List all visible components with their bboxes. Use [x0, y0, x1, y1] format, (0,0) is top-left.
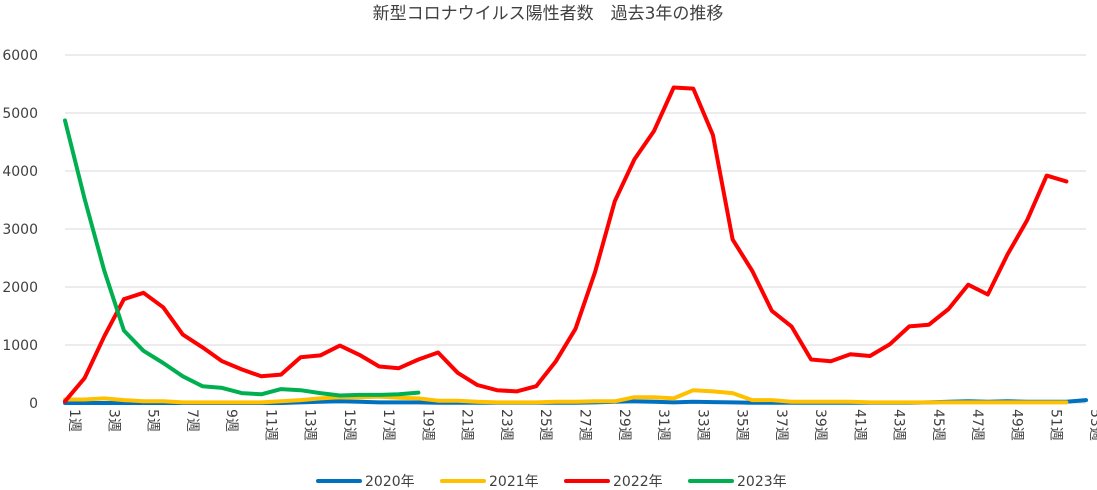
- x-tick-label: 33週: [694, 409, 710, 441]
- chart-title: 新型コロナウイルス陽性者数 過去3年の推移: [373, 4, 724, 24]
- x-tick-label: 5週: [145, 409, 161, 432]
- x-tick-label: 51週: [1048, 409, 1064, 441]
- y-tick-label: 4000: [2, 164, 38, 180]
- x-tick-label: 47週: [969, 409, 985, 441]
- x-tick-label: 1週: [66, 409, 82, 432]
- x-tick-label: 11週: [262, 409, 278, 441]
- x-tick-label: 19週: [419, 409, 435, 441]
- x-tick-label: 29週: [616, 409, 632, 441]
- x-tick-label: 49週: [1008, 409, 1024, 441]
- x-tick-label: 39週: [812, 409, 828, 441]
- x-tick-label: 9週: [223, 409, 239, 432]
- x-tick-label: 31週: [655, 409, 671, 441]
- y-tick-label: 2000: [2, 280, 38, 296]
- x-tick-label: 23週: [498, 409, 514, 441]
- x-tick-label: 41週: [851, 409, 867, 441]
- gridlines: [65, 54, 1086, 404]
- x-tick-label: 3週: [105, 409, 121, 432]
- y-tick-label: 6000: [2, 48, 38, 64]
- x-axis-tick-labels: 1週 3週 5週 7週 9週 11週 13週 15週 17週 19週 21週 23週 25週 27週 29週…: [66, 409, 1097, 441]
- series-line-4: [63, 118, 421, 398]
- series-lines: [63, 85, 1088, 405]
- legend: 2020年 2021年 2022年 2023年: [316, 474, 787, 490]
- y-tick-label: 3000: [2, 222, 38, 238]
- legend-label-1: 2020年: [365, 474, 415, 490]
- y-tick-label: 5000: [2, 106, 38, 122]
- x-tick-label: 13週: [302, 409, 318, 441]
- x-tick-label: 27週: [577, 409, 593, 441]
- x-tick-label: 43週: [891, 409, 907, 441]
- x-tick-label: 35週: [734, 409, 750, 441]
- x-tick-label: 37週: [773, 409, 789, 441]
- y-axis-tick-labels: 0 1000 2000 3000 4000 5000 6000: [2, 48, 38, 412]
- y-tick-label: 0: [29, 396, 38, 412]
- x-tick-label: 53週: [1087, 409, 1097, 441]
- x-tick-label: 7週: [184, 409, 200, 432]
- series-line-2: [63, 388, 1069, 405]
- x-tick-label: 21週: [459, 409, 475, 441]
- legend-label-3: 2022年: [613, 474, 663, 490]
- x-tick-label: 25週: [537, 409, 553, 441]
- x-tick-label: 17週: [380, 409, 396, 441]
- y-tick-label: 1000: [2, 338, 38, 354]
- x-tick-label: 45週: [930, 409, 946, 441]
- legend-label-4: 2023年: [737, 474, 787, 490]
- legend-label-2: 2021年: [489, 474, 539, 490]
- series-line-3: [63, 85, 1069, 404]
- x-tick-label: 15週: [341, 409, 357, 441]
